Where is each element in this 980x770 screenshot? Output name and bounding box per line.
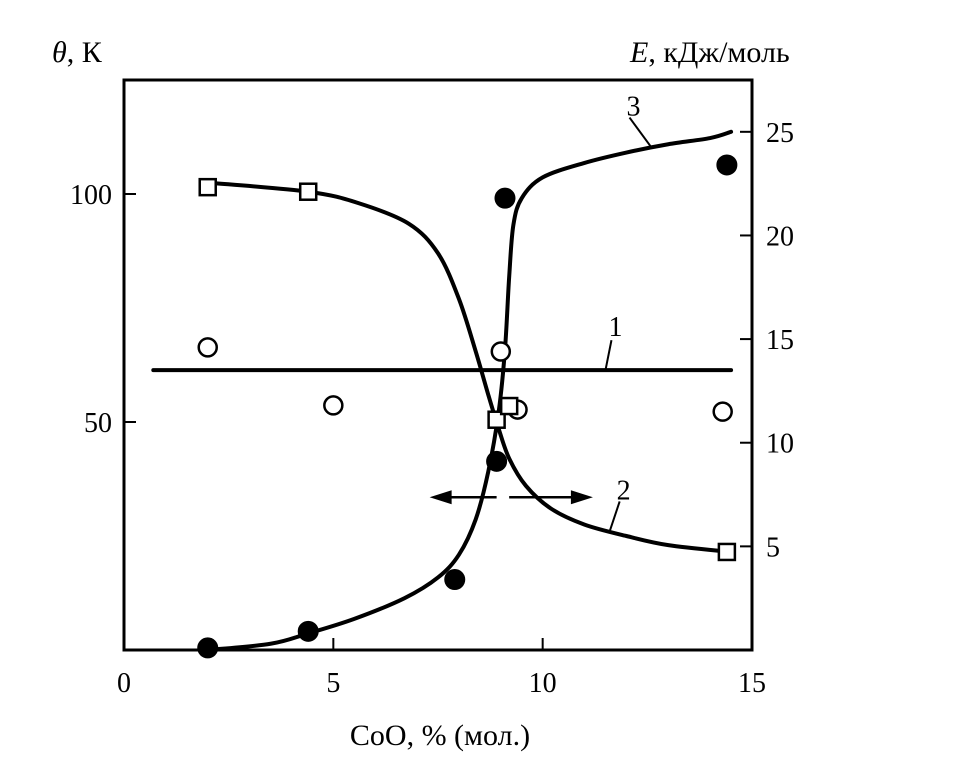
curve-label-leader-3 [628, 116, 653, 149]
data-point-filled-circle [444, 569, 466, 591]
arrows [429, 490, 593, 505]
curve-label-2: 2 [617, 475, 631, 506]
y-left-axis-label: θ, К [52, 36, 103, 69]
curve-labels: 1 2 3 [604, 92, 653, 532]
data-point-filled-circle [494, 187, 516, 209]
x-tick-label: 5 [326, 668, 340, 699]
x-tick-label: 10 [529, 668, 557, 699]
x-axis-label: CoO, % (мол.) [350, 719, 530, 752]
curve-label-1: 1 [608, 312, 622, 343]
x-tick-label: 15 [738, 668, 766, 699]
y-left-tick-label: 100 [70, 180, 112, 211]
ticks: 0 5 10 15 50 100 5 10 15 20 25 [70, 118, 794, 699]
data-point-filled-circle [197, 637, 219, 659]
data-point-open-circle [712, 401, 733, 422]
y-right-unit: , кДж/моль [648, 36, 789, 69]
curve-3 [205, 129, 734, 652]
curve-2 [205, 180, 734, 554]
curve-label-3: 3 [627, 92, 641, 123]
data-point-open-circle [490, 341, 512, 362]
y-left-unit: , К [67, 36, 103, 69]
curve-label-leader-2 [608, 501, 621, 532]
data-point-open-square [487, 410, 506, 429]
data-point-open-square [499, 396, 519, 416]
data-point-filled-circle [716, 154, 738, 176]
curve-label-leader-1 [604, 339, 613, 371]
data-point-filled-circle [297, 620, 319, 642]
arrow-head [570, 490, 593, 505]
data-point-filled-circle [486, 450, 508, 472]
data-point-open-square [198, 177, 217, 197]
x-tick-label: 0 [117, 668, 131, 699]
data-point-open-circle [323, 395, 344, 416]
y-right-axis-label: E, кДж/моль [629, 36, 790, 69]
y-right-tick-label: 20 [766, 221, 794, 252]
plot-frame [122, 78, 754, 652]
y-right-tick-label: 5 [766, 532, 780, 563]
y-left-tick-label: 50 [84, 408, 112, 439]
y-right-tick-label: 10 [766, 429, 794, 460]
y-right-symbol: E [629, 36, 648, 69]
curves [151, 129, 734, 652]
arrow-head [429, 490, 452, 505]
y-right-tick-label: 25 [766, 118, 794, 149]
data-point-open-circle [197, 337, 218, 358]
data-point-open-square [717, 542, 737, 562]
data-point-open-square [298, 182, 318, 201]
y-right-tick-label: 15 [766, 325, 794, 356]
y-left-symbol: θ [52, 36, 67, 69]
markers [197, 154, 738, 659]
